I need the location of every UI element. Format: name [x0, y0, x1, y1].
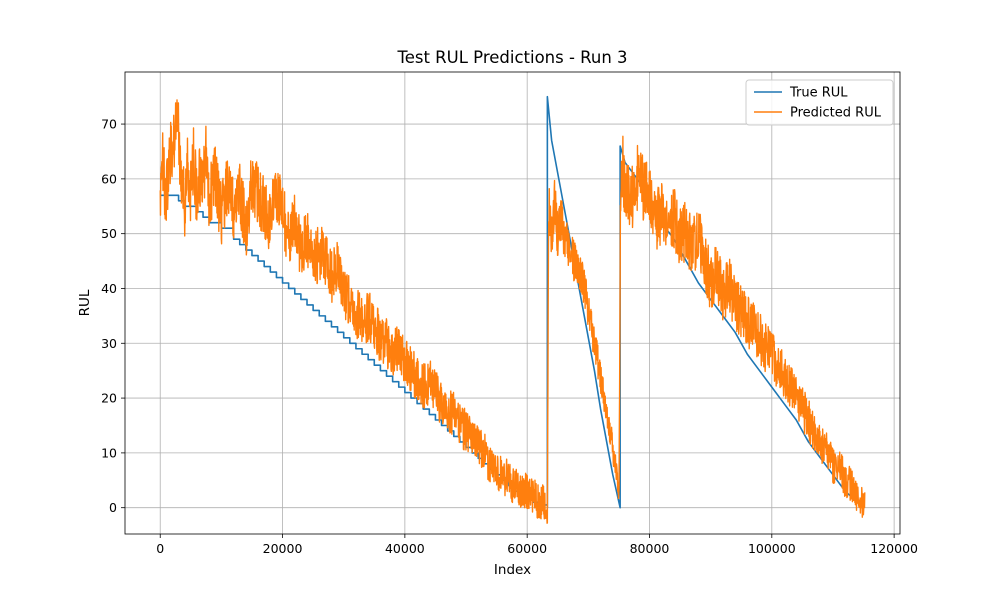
series-layer — [159, 95, 866, 524]
y-tick-label: 50 — [101, 226, 117, 241]
x-tick-label: 0 — [156, 541, 164, 556]
legend: True RUL Predicted RUL — [745, 79, 894, 126]
y-tick-label: 0 — [109, 500, 117, 515]
series-line-predicted-rul — [159, 99, 866, 524]
legend-box — [745, 79, 894, 126]
y-axis-label: RUL — [77, 289, 93, 316]
grid — [125, 72, 900, 534]
legend-label: Predicted RUL — [790, 106, 882, 121]
x-tick-label: 60000 — [507, 541, 547, 556]
axes: 0 20000 40000 60000 80000 100000 120000 0 10 20 30… — [101, 71, 918, 556]
y-tick-label: 20 — [101, 391, 117, 406]
x-tick-label: 40000 — [385, 541, 425, 556]
y-tick-label: 40 — [101, 281, 117, 296]
chart-title: Test RUL Predictions - Run 3 — [396, 48, 627, 67]
x-tick-label: 100000 — [748, 541, 796, 556]
series-line-true-rul — [160, 95, 866, 509]
plot-frame — [124, 71, 901, 535]
y-tick-label: 70 — [101, 117, 117, 132]
y-tick-label: 60 — [101, 171, 117, 186]
x-axis-label: Index — [494, 562, 531, 578]
y-tick-label: 10 — [101, 445, 117, 460]
legend-label: True RUL — [789, 86, 848, 101]
x-tick-label: 120000 — [870, 541, 918, 556]
y-tick-label: 30 — [101, 336, 117, 351]
x-tick-label: 80000 — [630, 541, 670, 556]
x-tick-label: 20000 — [263, 541, 303, 556]
